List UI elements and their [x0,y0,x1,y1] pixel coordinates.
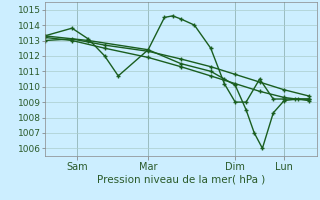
X-axis label: Pression niveau de la mer( hPa ): Pression niveau de la mer( hPa ) [97,174,265,184]
